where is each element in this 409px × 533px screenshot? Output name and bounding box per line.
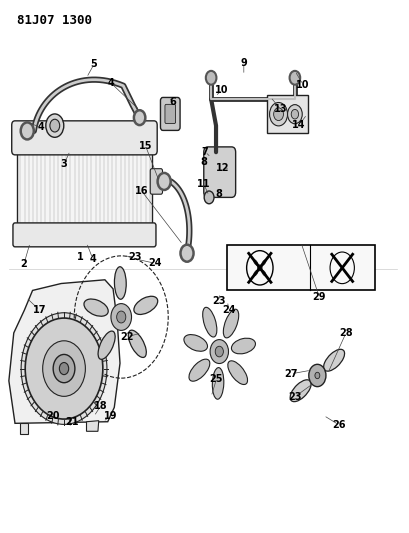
- Text: 13: 13: [273, 104, 287, 114]
- Circle shape: [43, 341, 85, 397]
- Text: 27: 27: [283, 369, 297, 379]
- Circle shape: [117, 311, 126, 323]
- Ellipse shape: [223, 309, 238, 338]
- Circle shape: [209, 340, 228, 364]
- Text: 2: 2: [20, 259, 27, 269]
- Ellipse shape: [323, 349, 344, 371]
- FancyBboxPatch shape: [160, 98, 180, 131]
- Circle shape: [46, 114, 64, 138]
- Circle shape: [269, 102, 287, 126]
- Text: 11: 11: [197, 179, 210, 189]
- Text: 29: 29: [312, 292, 326, 302]
- Text: 5: 5: [90, 60, 97, 69]
- Text: 10: 10: [215, 85, 228, 95]
- Text: 28: 28: [338, 328, 352, 338]
- Circle shape: [59, 362, 69, 375]
- Circle shape: [287, 104, 301, 124]
- Text: 23: 23: [128, 252, 141, 262]
- Ellipse shape: [84, 299, 108, 316]
- Circle shape: [308, 365, 325, 386]
- Text: 4: 4: [108, 78, 114, 88]
- Ellipse shape: [128, 330, 146, 358]
- Text: 4: 4: [37, 122, 44, 132]
- Circle shape: [50, 119, 60, 132]
- FancyBboxPatch shape: [164, 104, 175, 124]
- Ellipse shape: [202, 308, 216, 337]
- Polygon shape: [86, 421, 99, 431]
- Text: 17: 17: [33, 305, 46, 315]
- Circle shape: [258, 266, 260, 269]
- Ellipse shape: [261, 270, 265, 276]
- Circle shape: [314, 372, 319, 378]
- Text: 23: 23: [288, 392, 301, 402]
- Circle shape: [204, 191, 213, 204]
- Text: 19: 19: [103, 411, 117, 422]
- Text: 4: 4: [89, 254, 96, 263]
- Circle shape: [257, 265, 261, 271]
- Text: 1: 1: [77, 252, 83, 262]
- Circle shape: [180, 245, 193, 262]
- Ellipse shape: [98, 331, 115, 359]
- Text: 18: 18: [94, 401, 107, 411]
- Text: 14: 14: [292, 120, 305, 130]
- Circle shape: [157, 173, 170, 190]
- Polygon shape: [9, 280, 120, 423]
- Circle shape: [25, 318, 103, 419]
- Ellipse shape: [134, 296, 157, 314]
- Ellipse shape: [253, 260, 257, 265]
- Text: 7: 7: [201, 147, 208, 157]
- Text: 24: 24: [221, 305, 235, 315]
- Bar: [227, 245, 374, 290]
- Ellipse shape: [184, 335, 207, 351]
- Ellipse shape: [114, 266, 126, 299]
- Text: 12: 12: [215, 163, 229, 173]
- Circle shape: [311, 368, 322, 383]
- Ellipse shape: [189, 359, 209, 381]
- Text: 3: 3: [61, 159, 67, 169]
- Circle shape: [21, 313, 107, 424]
- Ellipse shape: [253, 270, 257, 276]
- Circle shape: [290, 109, 298, 119]
- Text: 24: 24: [148, 259, 162, 268]
- Circle shape: [205, 71, 216, 85]
- FancyBboxPatch shape: [12, 121, 157, 155]
- Text: 23: 23: [212, 296, 225, 306]
- FancyBboxPatch shape: [150, 168, 162, 194]
- Text: 21: 21: [65, 417, 79, 427]
- Circle shape: [21, 123, 34, 140]
- Polygon shape: [17, 134, 151, 240]
- Polygon shape: [20, 423, 28, 434]
- Circle shape: [273, 108, 283, 120]
- Circle shape: [111, 304, 131, 330]
- Ellipse shape: [212, 368, 223, 399]
- Text: 8: 8: [200, 157, 207, 167]
- FancyBboxPatch shape: [203, 147, 235, 197]
- Text: 6: 6: [169, 96, 175, 107]
- Ellipse shape: [261, 260, 265, 265]
- Ellipse shape: [290, 380, 310, 402]
- FancyBboxPatch shape: [266, 95, 308, 133]
- Text: 25: 25: [209, 374, 222, 384]
- Ellipse shape: [227, 361, 247, 384]
- Ellipse shape: [231, 338, 255, 354]
- Text: 10: 10: [296, 80, 309, 90]
- Text: 8: 8: [215, 189, 222, 199]
- Circle shape: [134, 110, 145, 125]
- Text: 15: 15: [139, 141, 152, 151]
- Text: 20: 20: [46, 411, 60, 422]
- Circle shape: [289, 71, 299, 85]
- Text: 26: 26: [331, 420, 345, 430]
- Circle shape: [215, 346, 223, 357]
- Text: 22: 22: [120, 332, 134, 342]
- FancyBboxPatch shape: [13, 223, 155, 247]
- Text: 9: 9: [240, 59, 247, 68]
- Text: 16: 16: [135, 186, 148, 196]
- Text: 81J07 1300: 81J07 1300: [17, 14, 92, 27]
- Circle shape: [53, 354, 75, 383]
